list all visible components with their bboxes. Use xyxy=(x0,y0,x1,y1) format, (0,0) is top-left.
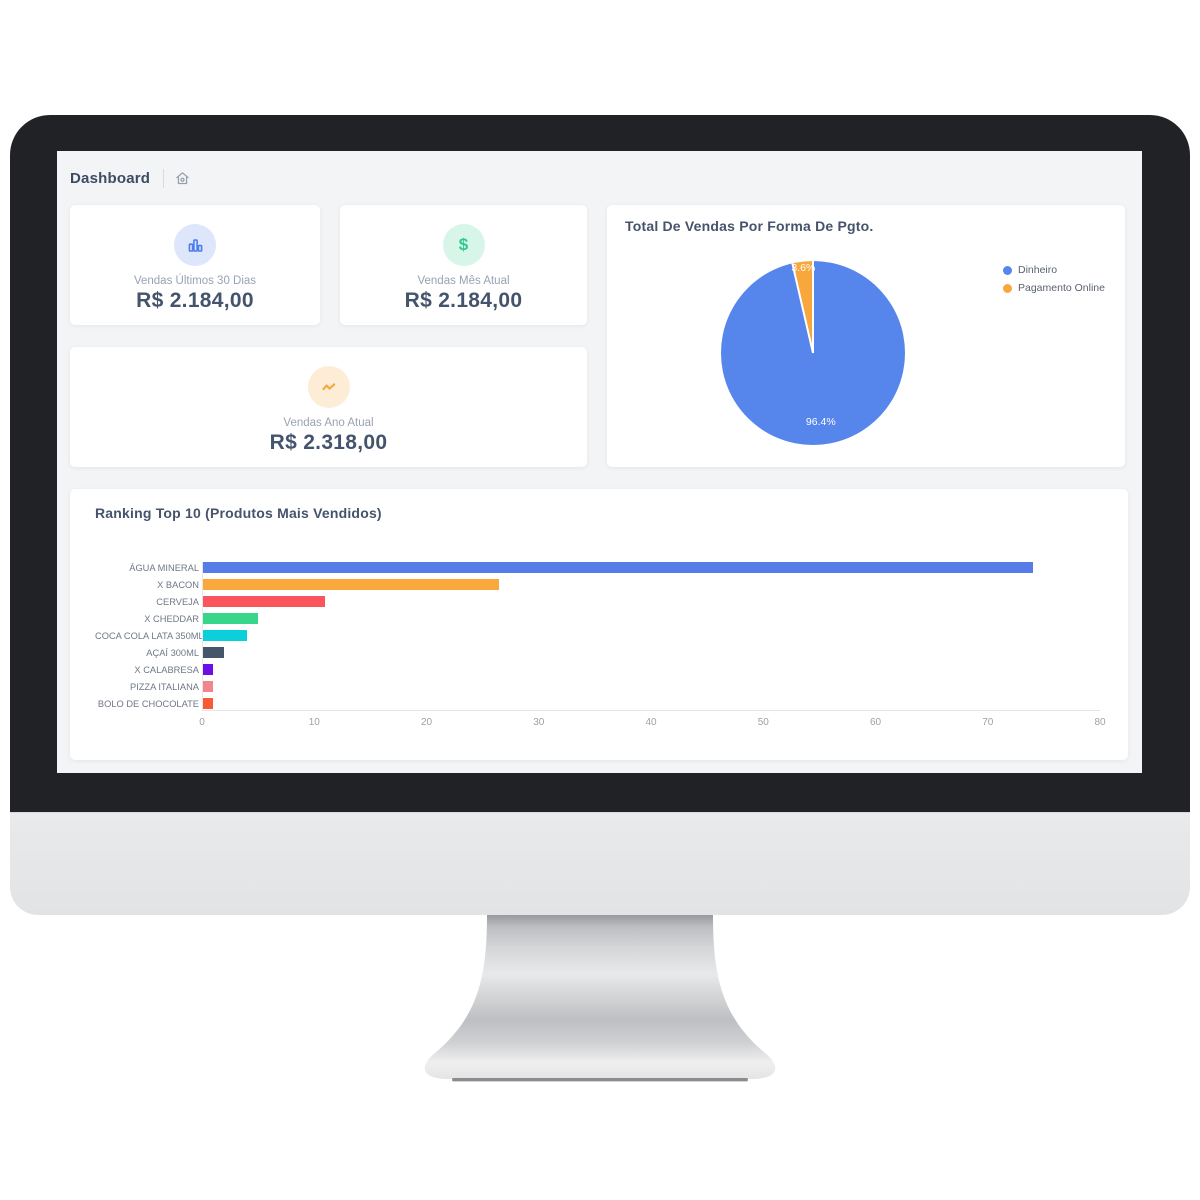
bar-fill[interactable] xyxy=(202,596,326,607)
bar-track xyxy=(202,596,1100,607)
stat-card-vendas-mes: $ Vendas Mês Atual R$ 2.184,00 xyxy=(340,205,587,325)
dashboard-screen: Dashboard Vendas xyxy=(57,151,1142,773)
legend-label: Pagamento Online xyxy=(1018,282,1105,294)
bar-track xyxy=(202,681,1100,692)
bar-track xyxy=(202,698,1100,709)
trend-zigzag-icon xyxy=(319,377,339,397)
x-axis-tick-label: 50 xyxy=(757,717,769,728)
stat-icon-circle xyxy=(307,366,350,408)
pie-chart-card: Total De Vendas Por Forma De Pgto. 96.4%… xyxy=(607,205,1125,467)
bar-track xyxy=(202,630,1100,641)
bar-fill[interactable] xyxy=(202,579,500,590)
breadcrumb: Dashboard xyxy=(70,165,190,191)
x-axis-tick-label: 40 xyxy=(645,717,657,728)
x-axis-tick-label: 80 xyxy=(1094,717,1106,728)
bar-row-label: ÁGUA MINERAL xyxy=(129,562,199,573)
legend-dot xyxy=(1003,265,1012,275)
stat-value: R$ 2.318,00 xyxy=(269,431,388,454)
stat-label: Vendas Ano Atual xyxy=(283,417,374,429)
legend-dot xyxy=(1003,283,1012,293)
home-icon xyxy=(175,171,190,186)
bar-row: CERVEJA xyxy=(95,593,1100,610)
bar-fill[interactable] xyxy=(202,630,247,641)
bar-row-label: PIZZA ITALIANA xyxy=(129,681,199,692)
stat-card-vendas-ano: Vendas Ano Atual R$ 2.318,00 xyxy=(70,347,587,467)
pie-slice-separator xyxy=(812,261,814,353)
bar-track xyxy=(202,647,1100,658)
stat-label: Vendas Mês Atual xyxy=(417,275,510,287)
x-axis-tick-label: 30 xyxy=(533,717,545,728)
bar-chart-card: Ranking Top 10 (Produtos Mais Vendidos) … xyxy=(70,489,1128,760)
bar-track xyxy=(202,664,1100,675)
bar-fill[interactable] xyxy=(202,613,259,624)
x-axis-tick-label: 10 xyxy=(308,717,320,728)
dollar-icon: $ xyxy=(458,235,469,254)
bar-chart: ÁGUA MINERAL X BACON CERVEJA X CHEDDAR COCA … xyxy=(95,559,1100,712)
y-axis-line xyxy=(202,562,203,710)
bar-fill[interactable] xyxy=(202,562,1033,573)
bar-row-label: AÇAÍ 300ML xyxy=(146,647,199,658)
monitor-frame: Dashboard Vendas xyxy=(10,115,1190,915)
bar-chart-icon xyxy=(186,236,205,255)
stat-label: Vendas Últimos 30 Dias xyxy=(133,275,257,287)
bar-track xyxy=(202,613,1100,624)
bar-row: X BACON xyxy=(95,576,1100,593)
bar-row: COCA COLA LATA 350ML xyxy=(95,627,1100,644)
legend-item: Dinheiro xyxy=(1003,264,1105,276)
stat-icon-circle xyxy=(174,224,216,266)
bar-row-label: X CALABRESA xyxy=(134,664,199,675)
bar-row: X CHEDDAR xyxy=(95,610,1100,627)
bar-fill[interactable] xyxy=(202,681,214,692)
stat-icon-circle: $ xyxy=(442,224,485,266)
pie-slice-separator xyxy=(791,263,814,354)
monitor-stand xyxy=(424,915,776,1082)
bar-row-label: CERVEJA xyxy=(156,596,199,607)
x-axis-tick-label: 70 xyxy=(982,717,994,728)
x-axis-tick-label: 20 xyxy=(420,717,433,728)
bar-track xyxy=(202,562,1100,573)
bar-row: X CALABRESA xyxy=(95,661,1100,678)
bar-row: AÇAÍ 300ML xyxy=(95,644,1100,661)
breadcrumb-divider xyxy=(163,168,165,188)
bar-row: BOLO DE CHOCOLATE xyxy=(95,695,1100,712)
stat-value: R$ 2.184,00 xyxy=(136,289,254,312)
x-axis-tick-label: 0 xyxy=(199,717,205,728)
pie-slice-label: 96.4% xyxy=(805,415,836,428)
pie-chart-title: Total De Vendas Por Forma De Pgto. xyxy=(625,218,874,234)
pie-chart[interactable]: 96.4% 3.6% xyxy=(721,261,905,445)
x-axis-tick-label: 60 xyxy=(869,717,882,728)
pie-legend: Dinheiro Pagamento Online xyxy=(1003,264,1105,300)
bar-row: PIZZA ITALIANA xyxy=(95,678,1100,695)
bar-fill[interactable] xyxy=(202,647,225,658)
bar-fill[interactable] xyxy=(202,698,214,709)
bar-row: ÁGUA MINERAL xyxy=(95,559,1100,576)
home-button[interactable] xyxy=(175,171,190,186)
bar-chart-title: Ranking Top 10 (Produtos Mais Vendidos) xyxy=(95,505,382,521)
pie-slice-label: 3.6% xyxy=(791,261,816,274)
bar-row-label: BOLO DE CHOCOLATE xyxy=(97,698,199,709)
legend-label: Dinheiro xyxy=(1018,264,1058,276)
bar-track xyxy=(202,579,1100,590)
x-axis: 0 10 20 30 40 50 60 70 80 xyxy=(199,710,1106,735)
stat-value: R$ 2.184,00 xyxy=(404,289,523,312)
bar-fill[interactable] xyxy=(202,664,214,675)
monitor-chin xyxy=(10,812,1190,915)
bar-row-label: X BACON xyxy=(157,579,199,590)
stat-card-vendas-30-dias: Vendas Últimos 30 Dias R$ 2.184,00 xyxy=(70,205,320,325)
legend-item: Pagamento Online xyxy=(1003,282,1105,294)
bar-row-label: COCA COLA LATA 350ML xyxy=(95,630,204,641)
page-title: Dashboard xyxy=(70,169,151,187)
bar-row-label: X CHEDDAR xyxy=(144,613,199,624)
